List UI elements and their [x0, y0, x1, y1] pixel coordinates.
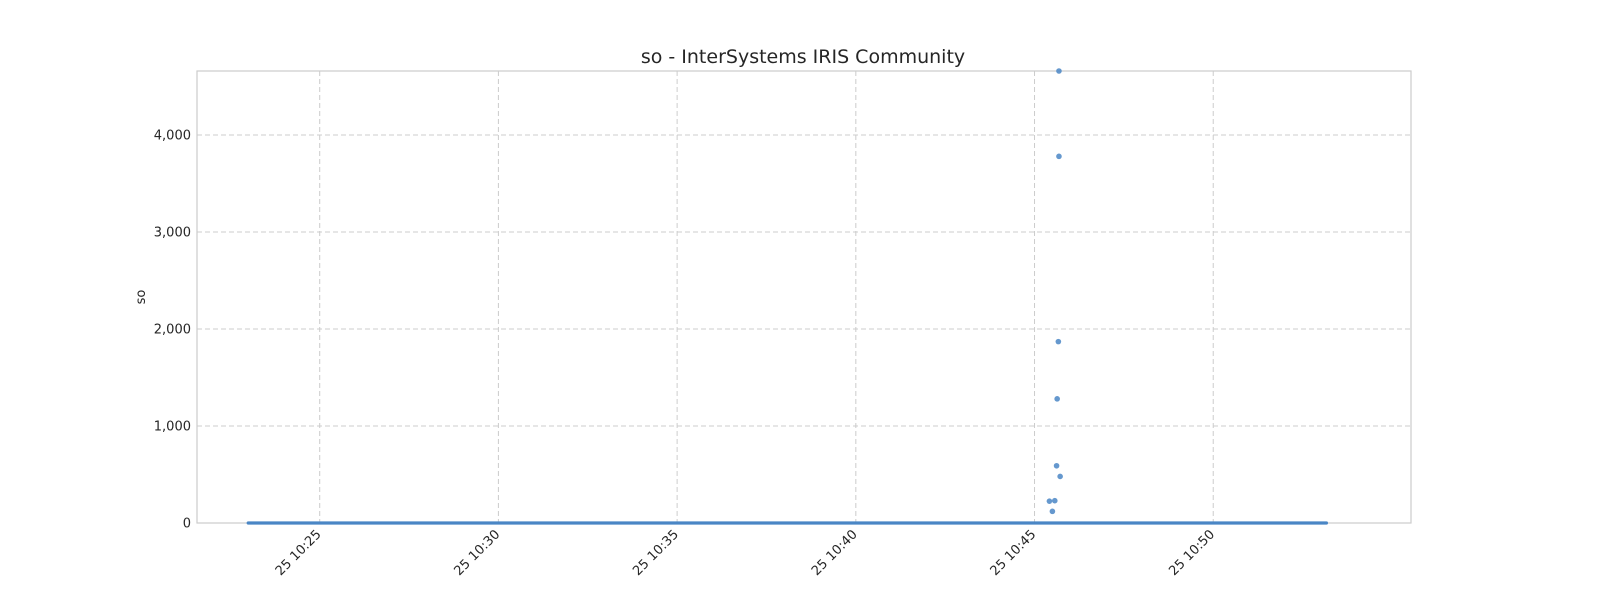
y-tick-label: 4,000	[154, 129, 191, 144]
y-axis-ticks: 0 1,000 2,000 3,000 4,000	[154, 129, 191, 532]
data-point	[1046, 498, 1053, 504]
x-tick-label: 25 10:40	[809, 527, 861, 579]
data-point	[1056, 68, 1062, 74]
x-tick-label: 25 10:30	[452, 527, 504, 579]
x-tick-label: 25 10:25	[273, 527, 325, 579]
plot-frame	[196, 70, 1412, 524]
data-point	[1049, 508, 1056, 515]
y-axis-label: so	[134, 290, 149, 305]
grid	[197, 71, 1411, 523]
chart-title: so - InterSystems IRIS Community	[641, 46, 965, 68]
data-point	[1057, 473, 1063, 480]
y-tick-label: 1,000	[154, 420, 191, 435]
data-point	[1051, 497, 1058, 504]
data-point	[1054, 396, 1060, 402]
data-point	[1056, 153, 1062, 160]
x-axis-ticks: 25 10:25 25 10:30 25 10:35 25 10:40 25 10:45…	[273, 527, 1218, 579]
x-tick-label: 25 10:35	[630, 527, 682, 579]
data-point	[1053, 462, 1060, 469]
x-tick-label: 25 10:45	[988, 527, 1040, 579]
y-tick-label: 3,000	[154, 226, 191, 241]
y-tick-label: 0	[183, 517, 191, 532]
y-tick-label: 2,000	[154, 323, 191, 338]
x-tick-label: 25 10:50	[1166, 527, 1218, 579]
series	[246, 68, 1329, 525]
data-point	[1055, 338, 1062, 345]
